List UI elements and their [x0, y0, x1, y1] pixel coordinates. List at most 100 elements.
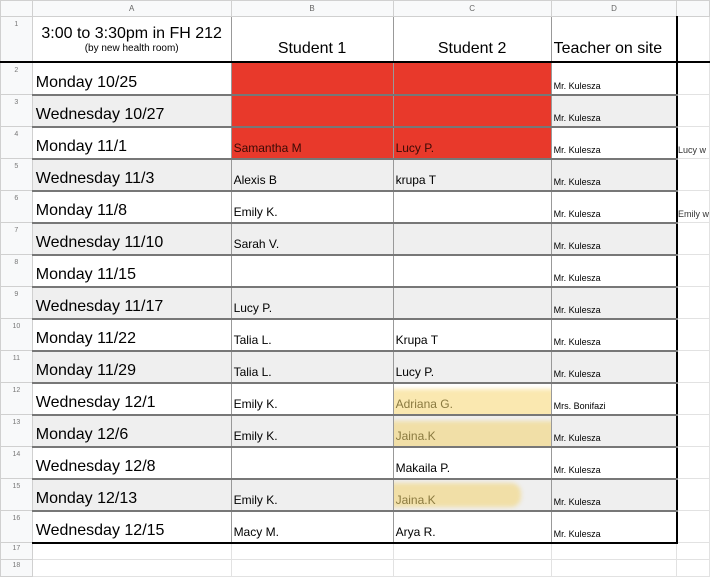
- date-cell[interactable]: Monday 10/25: [31, 61, 232, 96]
- row-number[interactable]: 11: [0, 350, 33, 383]
- row-number[interactable]: 4: [0, 126, 33, 159]
- row-number[interactable]: 14: [0, 446, 33, 479]
- teacher-cell[interactable]: Mr. Kulesza: [550, 126, 678, 160]
- student1-cell[interactable]: [230, 94, 394, 128]
- note-cell[interactable]: Lucy w: [676, 126, 710, 159]
- row-number[interactable]: 9: [0, 286, 33, 319]
- date-cell[interactable]: Wednesday 12/8: [31, 446, 232, 480]
- student2-cell[interactable]: [392, 222, 552, 256]
- note-cell[interactable]: [676, 510, 710, 543]
- note-cell[interactable]: [676, 478, 710, 511]
- student1-cell[interactable]: Macy M.: [230, 510, 394, 544]
- row-number[interactable]: 12: [0, 382, 33, 415]
- schedule-title-cell[interactable]: 3:00 to 3:30pm in FH 212 (by new health …: [31, 16, 232, 63]
- teacher-cell[interactable]: Mr. Kulesza: [550, 510, 678, 544]
- student2-cell[interactable]: [392, 61, 552, 96]
- student1-cell[interactable]: [230, 254, 394, 288]
- teacher-cell[interactable]: Mr. Kulesza: [550, 350, 678, 384]
- date-cell[interactable]: Monday 11/15: [31, 254, 232, 288]
- row-number[interactable]: 15: [0, 478, 33, 511]
- student1-cell[interactable]: [230, 61, 394, 96]
- note-cell[interactable]: [676, 94, 710, 127]
- student2-cell[interactable]: [392, 190, 552, 224]
- date-cell[interactable]: Monday 11/8: [31, 190, 232, 224]
- note-cell[interactable]: [676, 318, 710, 351]
- student1-cell[interactable]: Lucy P.: [230, 286, 394, 320]
- date-cell[interactable]: Wednesday 11/17: [31, 286, 232, 320]
- student2-cell[interactable]: krupa T: [392, 158, 552, 192]
- teacher-cell[interactable]: Mr. Kulesza: [550, 158, 678, 192]
- date-cell[interactable]: Monday 11/1: [31, 126, 232, 160]
- teacher-cell[interactable]: Mr. Kulesza: [550, 478, 678, 512]
- student1-cell[interactable]: Talia L.: [230, 350, 394, 384]
- note-cell[interactable]: [676, 382, 710, 415]
- date-cell[interactable]: Monday 12/6: [31, 414, 232, 448]
- student1-cell[interactable]: Emily K.: [230, 478, 394, 512]
- student1-cell[interactable]: Sarah V.: [230, 222, 394, 256]
- row-number[interactable]: 17: [0, 542, 33, 560]
- cell-e1[interactable]: [676, 16, 710, 63]
- student2-cell[interactable]: Jaina.K: [392, 414, 552, 448]
- column-header-d[interactable]: D: [550, 0, 678, 17]
- date-cell[interactable]: Wednesday 11/10: [31, 222, 232, 256]
- date-cell[interactable]: Wednesday 10/27: [31, 94, 232, 128]
- teacher-header[interactable]: Teacher on site: [550, 16, 678, 63]
- note-cell[interactable]: [676, 254, 710, 287]
- student2-cell[interactable]: Lucy P.: [392, 350, 552, 384]
- empty-cell[interactable]: [31, 542, 232, 560]
- student2-cell[interactable]: Krupa T: [392, 318, 552, 352]
- empty-cell[interactable]: [230, 559, 394, 577]
- date-cell[interactable]: Monday 11/29: [31, 350, 232, 384]
- teacher-cell[interactable]: Mr. Kulesza: [550, 318, 678, 352]
- student1-cell[interactable]: [230, 446, 394, 480]
- student1-cell[interactable]: Emily K.: [230, 382, 394, 416]
- student2-cell[interactable]: Makaila P.: [392, 446, 552, 480]
- empty-cell[interactable]: [550, 542, 678, 560]
- empty-cell[interactable]: [676, 559, 710, 577]
- note-cell[interactable]: [676, 446, 710, 479]
- row-number[interactable]: 2: [0, 61, 33, 95]
- date-cell[interactable]: Monday 11/22: [31, 318, 232, 352]
- note-cell[interactable]: [676, 222, 710, 255]
- note-cell[interactable]: Emily w: [676, 190, 710, 223]
- student1-cell[interactable]: Samantha M: [230, 126, 394, 160]
- student1-cell[interactable]: Talia L.: [230, 318, 394, 352]
- column-header-b[interactable]: B: [230, 0, 394, 17]
- date-cell[interactable]: Wednesday 12/15: [31, 510, 232, 544]
- row-number[interactable]: 18: [0, 559, 33, 577]
- student2-cell[interactable]: [392, 286, 552, 320]
- student1-cell[interactable]: Emily K.: [230, 190, 394, 224]
- date-cell[interactable]: Wednesday 12/1: [31, 382, 232, 416]
- teacher-cell[interactable]: Mr. Kulesza: [550, 222, 678, 256]
- student1-header[interactable]: Student 1: [230, 16, 394, 63]
- student2-cell[interactable]: Arya R.: [392, 510, 552, 544]
- student2-cell[interactable]: Lucy P.: [392, 126, 552, 160]
- row-number[interactable]: 10: [0, 318, 33, 351]
- column-header-a[interactable]: A: [31, 0, 232, 17]
- student2-header[interactable]: Student 2: [392, 16, 552, 63]
- teacher-cell[interactable]: Mr. Kulesza: [550, 61, 678, 96]
- column-header-e[interactable]: [676, 0, 710, 17]
- student2-cell[interactable]: [392, 254, 552, 288]
- teacher-cell[interactable]: Mr. Kulesza: [550, 190, 678, 224]
- row-number[interactable]: 3: [0, 94, 33, 127]
- row-number[interactable]: 7: [0, 222, 33, 255]
- student2-cell[interactable]: [392, 94, 552, 128]
- teacher-cell[interactable]: Mr. Kulesza: [550, 94, 678, 128]
- empty-cell[interactable]: [230, 542, 394, 560]
- note-cell[interactable]: [676, 286, 710, 319]
- row-number[interactable]: 16: [0, 510, 33, 543]
- teacher-cell[interactable]: Mr. Kulesza: [550, 286, 678, 320]
- row-number[interactable]: 6: [0, 190, 33, 223]
- note-cell[interactable]: [676, 61, 710, 95]
- note-cell[interactable]: [676, 414, 710, 447]
- date-cell[interactable]: Wednesday 11/3: [31, 158, 232, 192]
- student1-cell[interactable]: Emily K.: [230, 414, 394, 448]
- row-number[interactable]: 13: [0, 414, 33, 447]
- empty-cell[interactable]: [550, 559, 678, 577]
- note-cell[interactable]: [676, 350, 710, 383]
- row-number[interactable]: 1: [0, 16, 33, 63]
- teacher-cell[interactable]: Mr. Kulesza: [550, 254, 678, 288]
- empty-cell[interactable]: [676, 542, 710, 560]
- empty-cell[interactable]: [392, 559, 552, 577]
